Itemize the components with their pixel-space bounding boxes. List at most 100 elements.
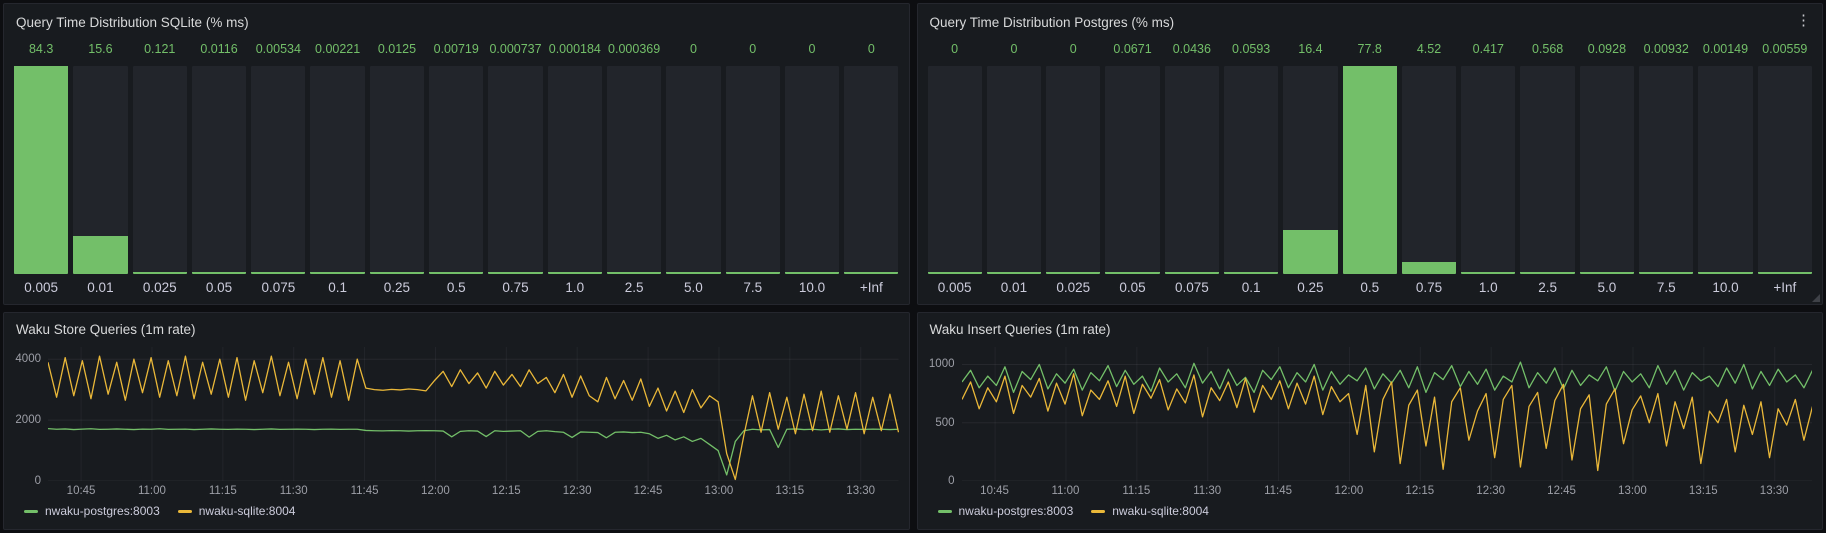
timeseries-svg	[48, 347, 899, 481]
histogram-column: 0.000369 2.5	[606, 42, 662, 300]
bar-category-label: 1.0	[1478, 280, 1498, 295]
x-tick-label: 13:00	[1618, 485, 1647, 497]
x-tick-label: 13:00	[704, 485, 734, 497]
panel-title[interactable]: Waku Store Queries (1m rate)	[16, 321, 196, 337]
x-tick-label: 11:45	[1264, 485, 1293, 497]
bar-value-label: 0.417	[1472, 42, 1504, 56]
bar-category-label: 5.0	[684, 280, 703, 295]
bar-category-label: 0.005	[937, 280, 972, 295]
legend-item[interactable]: nwaku-postgres:8003	[24, 504, 160, 518]
panel-menu-icon[interactable]: ⋮	[1796, 12, 1811, 29]
histogram-column: 0.0116 0.05	[191, 42, 247, 300]
bar-value-label: 0	[1010, 42, 1018, 56]
panel-title[interactable]: Query Time Distribution SQLite (% ms)	[16, 14, 249, 30]
y-tick-label: 1000	[928, 358, 955, 371]
bar-category-label: +Inf	[859, 280, 883, 295]
bar-fill	[1639, 272, 1694, 274]
x-tick-label: 10:45	[980, 485, 1009, 497]
histogram-column: 84.3 0.005	[14, 42, 69, 300]
bar-category-label: 1.0	[565, 280, 585, 295]
bar-category-label: 0.05	[1119, 280, 1146, 295]
bar-value-label: 0.000369	[608, 42, 661, 56]
bar-fill	[310, 272, 365, 274]
bar-track	[488, 66, 543, 274]
bar-fill	[1401, 261, 1457, 274]
bar-value-label: 0.0116	[200, 42, 238, 56]
y-tick-label: 0	[948, 475, 955, 487]
bar-track	[1461, 66, 1516, 274]
y-tick-label: 4000	[15, 353, 41, 366]
bar-fill	[1520, 272, 1575, 274]
y-tick-label: 500	[935, 416, 955, 429]
bar-value-label: 0	[808, 42, 816, 56]
bar-category-label: 0.75	[1415, 280, 1443, 295]
bar-value-label: 0.0125	[377, 42, 417, 56]
bar-value-label: 0.00719	[433, 42, 479, 56]
histogram-column: 0.568 2.5	[1520, 42, 1575, 300]
bar-fill	[1342, 66, 1397, 274]
bar-category-label: 0.1	[328, 280, 348, 295]
plot-area[interactable]	[48, 347, 899, 481]
bar-track	[14, 66, 69, 274]
panel-title[interactable]: Waku Insert Queries (1m rate)	[929, 321, 1111, 337]
histogram-column: 0.00932 7.5	[1639, 42, 1694, 300]
bar-track	[844, 66, 899, 274]
panel-title[interactable]: Query Time Distribution Postgres (% ms)	[929, 14, 1175, 30]
bar-category-label: 0.025	[1056, 280, 1091, 295]
panel-header: Waku Insert Queries (1m rate)	[918, 313, 1823, 345]
x-tick-label: 12:15	[491, 485, 521, 497]
bar-fill	[1757, 272, 1812, 274]
bar-fill	[14, 66, 69, 274]
bar-track	[927, 66, 982, 274]
bar-value-label: 0.568	[1531, 42, 1564, 56]
bar-category-label: 5.0	[1597, 280, 1617, 295]
bar-fill	[1223, 272, 1279, 274]
bar-category-label: 0.01	[1000, 280, 1028, 295]
series-line	[48, 356, 899, 479]
bar-value-label: 4.52	[1416, 42, 1442, 56]
x-tick-label: 12:30	[562, 485, 592, 497]
bar-value-label: 0.0436	[1172, 42, 1211, 56]
legend-item[interactable]: nwaku-sqlite:8004	[1091, 504, 1209, 518]
legend-label: nwaku-sqlite:8004	[1112, 504, 1209, 518]
histogram-column: 0.00149 10.0	[1698, 42, 1753, 300]
histogram-column: 0.00221 0.1	[310, 42, 365, 300]
bar-fill	[986, 272, 1042, 274]
plot-area[interactable]	[962, 347, 1813, 481]
histogram-column: 0.0593 0.1	[1223, 42, 1279, 300]
x-tick-label: 12:00	[421, 485, 450, 497]
bar-track	[1757, 66, 1812, 274]
histogram-column: 0.417 1.0	[1461, 42, 1516, 300]
histogram-column: 0 0.025	[1046, 42, 1101, 300]
bar-value-label: 0	[749, 42, 757, 56]
bar-fill	[191, 272, 247, 274]
bar-fill	[1461, 272, 1516, 274]
bar-value-label: 77.8	[1357, 42, 1382, 56]
legend-swatch-icon	[177, 509, 192, 513]
legend-item[interactable]: nwaku-postgres:8003	[937, 504, 1073, 518]
bar-track	[986, 66, 1042, 274]
series-line	[48, 429, 899, 475]
histogram-column: 0 10.0	[784, 42, 840, 300]
legend: nwaku-postgres:8003 nwaku-sqlite:8004	[10, 499, 899, 523]
bar-track	[1401, 66, 1457, 274]
bar-track	[1283, 66, 1338, 274]
bar-category-label: 0.25	[383, 280, 411, 295]
timeseries-svg	[962, 347, 1813, 481]
bar-value-label: 0.00932	[1643, 42, 1689, 56]
bar-category-label: 10.0	[1712, 280, 1739, 295]
x-tick-label: 11:00	[1051, 485, 1080, 497]
panel-header: Waku Store Queries (1m rate)	[4, 313, 909, 345]
legend-item[interactable]: nwaku-sqlite:8004	[177, 504, 295, 518]
bar-track	[1639, 66, 1694, 274]
panel-query-time-postgres: Query Time Distribution Postgres (% ms) …	[916, 3, 1823, 305]
histogram-column: 0.0436 0.075	[1164, 42, 1219, 300]
bar-value-label: 84.3	[28, 42, 54, 56]
x-tick-label: 12:15	[1405, 485, 1435, 497]
bar-track	[310, 66, 365, 274]
panel-query-time-sqlite: Query Time Distribution SQLite (% ms) 84…	[3, 3, 910, 305]
panel-header: Query Time Distribution SQLite (% ms)	[4, 4, 909, 40]
x-axis: 10:45 11:00 11:15 11:30 11:45 12:00 12:15 12:30…	[962, 481, 1813, 499]
bar-fill	[725, 272, 780, 274]
panel-resize-handle[interactable]	[1812, 294, 1820, 302]
